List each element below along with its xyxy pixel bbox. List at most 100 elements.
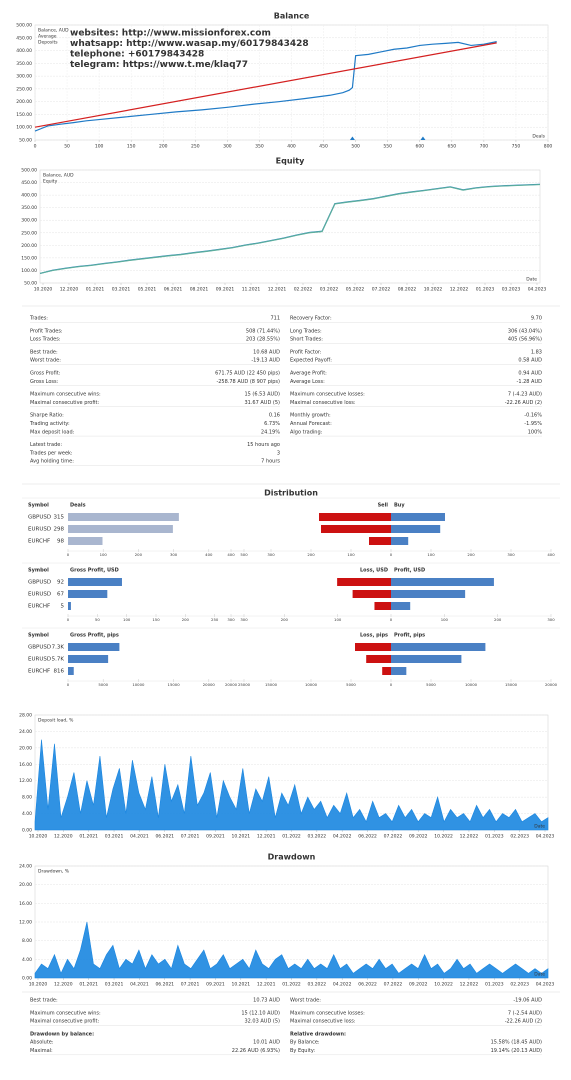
x-tick-label: 06.2021 — [155, 982, 174, 988]
y-tick-label: 4.00 — [22, 811, 32, 817]
x-tick-label: 01.2023 — [485, 982, 504, 988]
stat-label: Absolute: — [30, 1040, 54, 1046]
x-tick-label: 01.2022 — [282, 982, 301, 988]
y-tick-label: 400.00 — [16, 48, 32, 54]
stat-value: 3 — [277, 450, 280, 456]
x-tick-label: 04.2023 — [536, 834, 555, 840]
y-tick-label: 250.00 — [16, 86, 32, 92]
x-axis-label: Date — [534, 972, 545, 978]
y-tick-label: 8.00 — [22, 938, 32, 944]
bar-negative — [355, 643, 391, 651]
bar-positive — [391, 602, 411, 610]
symbol-header: Symbol — [28, 633, 49, 639]
value-label: 5.7K — [52, 657, 65, 663]
stat-value: 32.03 AUD (5) — [244, 1019, 280, 1025]
left-title: Deals — [70, 503, 86, 509]
x-tick-label: 04.2021 — [130, 982, 149, 988]
stat-label: Loss Trades: — [30, 337, 61, 343]
y-tick-label: 28.00 — [19, 713, 32, 719]
x-tick-label: 50 — [95, 617, 100, 622]
left-title: Gross Profit, USD — [70, 568, 119, 574]
stat-value: 22.26 AUD (6.93%) — [232, 1048, 280, 1054]
y-tick-label: 100.00 — [21, 268, 37, 274]
x-tick-label: 300 — [240, 617, 248, 622]
x-tick-label: 0 — [67, 552, 70, 557]
x-tick-label: 0 — [67, 617, 70, 622]
x-tick-label: 150 — [127, 144, 136, 150]
x-tick-label: 0 — [34, 144, 37, 150]
symbol-header: Symbol — [28, 503, 49, 509]
stat-value: 19.14% (20.13 AUD) — [491, 1048, 542, 1054]
x-tick-label: 03.2022 — [308, 834, 327, 840]
x-tick-label: 12.2020 — [54, 982, 73, 988]
x-tick-label: 07.2021 — [181, 982, 200, 988]
x-tick-label: 500 — [240, 552, 248, 557]
bar-positive — [391, 643, 486, 651]
y-tick-label: 0.00 — [22, 976, 32, 982]
x-tick-label: 600 — [415, 144, 424, 150]
x-axis-label: Deals — [532, 134, 545, 140]
y-tick-label: 24.00 — [19, 729, 32, 735]
stat-label: Latest trade: — [30, 442, 62, 448]
x-tick-label: 250 — [211, 617, 219, 622]
bar-negative — [337, 578, 391, 586]
stat-label: Trades: — [29, 316, 48, 322]
stat-value: 15 (12.10 AUD) — [241, 1010, 280, 1016]
legend-entry: Average — [38, 34, 57, 40]
x-tick-label: 400 — [227, 552, 235, 557]
stat-value: -22.26 AUD (2) — [505, 1019, 542, 1025]
legend-entry: Drawdown, % — [38, 869, 70, 875]
symbol-label: EURUSD — [28, 592, 51, 598]
x-tick-label: 750 — [512, 144, 521, 150]
value-label: 298 — [54, 527, 65, 533]
y-tick-label: 100.00 — [16, 125, 32, 131]
right-title: Loss, pips — [360, 633, 388, 639]
x-tick-label: 100 — [334, 617, 342, 622]
stat-label: Recovery Factor: — [290, 316, 332, 322]
stat-label: Maximal: — [30, 1048, 53, 1054]
y-tick-label: 250.00 — [21, 230, 37, 236]
bar-positive — [391, 590, 466, 598]
stat-value: 0.16 — [269, 413, 280, 419]
x-tick-label: 5000 — [426, 682, 436, 687]
y-tick-label: 8.00 — [22, 795, 32, 801]
y-tick-label: 200.00 — [21, 243, 37, 249]
x-tick-label: 10.2021 — [231, 982, 250, 988]
stat-value: 1.83 — [531, 349, 542, 355]
stat-value: 15 hours ago — [247, 442, 280, 448]
stat-value: 405 (56.96%) — [508, 337, 542, 343]
x-tick-label: 800 — [544, 144, 553, 150]
annotation: whatsapp: http://www.wasap.my/6017984342… — [70, 39, 309, 49]
y-tick-label: 50.00 — [24, 281, 37, 287]
bar-negative — [321, 525, 391, 533]
x-tick-label: 12.2022 — [460, 982, 479, 988]
stat-value: 10.68 AUD — [253, 349, 280, 355]
stat-label: Maximal consecutive profit: — [30, 1019, 99, 1025]
stat-label: Average Loss: — [290, 379, 325, 385]
stat-label: By Equity: — [290, 1048, 315, 1054]
x-tick-label: 12.2020 — [60, 287, 79, 293]
plot-frame — [39, 169, 541, 284]
x-axis-label: Date — [534, 824, 545, 830]
line — [34, 42, 497, 128]
x-tick-label: 10000 — [465, 682, 478, 687]
stat-label: Maximum consecutive losses: — [290, 392, 365, 398]
y-tick-label: 300.00 — [16, 74, 32, 80]
bar-positive — [391, 513, 445, 521]
x-tick-label: 04.2022 — [333, 834, 352, 840]
stat-label: Profit Factor: — [290, 349, 322, 355]
x-tick-label: 25000 — [238, 682, 251, 687]
stat-value: 24.19% — [261, 429, 280, 435]
x-tick-label: 200 — [494, 617, 502, 622]
stat-value: 671.75 AUD (22 450 pips) — [215, 371, 280, 377]
left-title: Gross Profit, pips — [70, 633, 119, 639]
x-tick-label: 05.2022 — [346, 287, 365, 293]
y-tick-label: 12.00 — [19, 778, 32, 784]
x-tick-label: 200 — [307, 552, 315, 557]
x-tick-label: 06.2021 — [164, 287, 183, 293]
stat-label: Expected Payoff: — [290, 358, 332, 364]
x-tick-label: 200 — [135, 552, 143, 557]
stat-value: -1.28 AUD — [517, 379, 543, 385]
bar-positive — [391, 525, 441, 533]
